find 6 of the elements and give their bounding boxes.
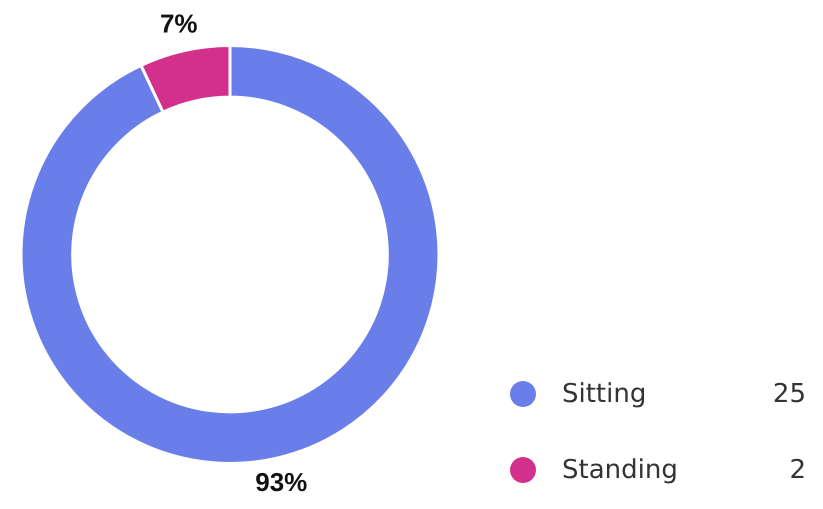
legend-label: Standing [562, 455, 679, 485]
data-label: 7% [160, 8, 198, 38]
text: 2 [789, 455, 806, 485]
legend-label: Sitting [562, 379, 648, 409]
text: 25 [772, 379, 806, 409]
data-label: 93% [255, 467, 308, 498]
